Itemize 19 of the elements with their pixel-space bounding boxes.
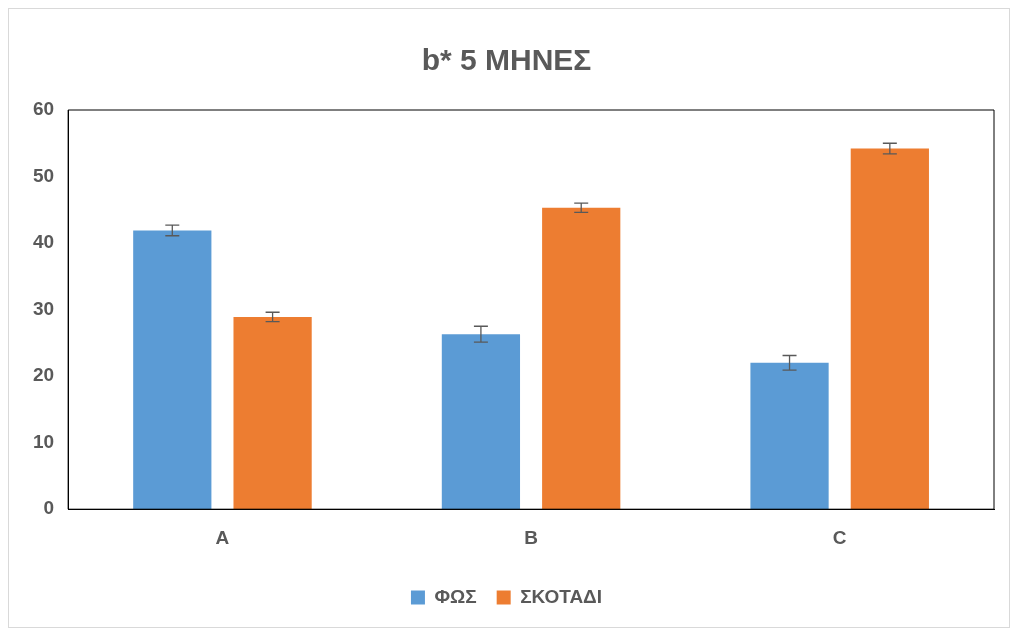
y-tick-label: 0 <box>43 497 55 519</box>
bar <box>850 148 929 510</box>
y-tick-label: 30 <box>32 297 55 319</box>
y-tick-label: 20 <box>32 364 55 386</box>
bar <box>133 230 212 510</box>
bar <box>542 207 621 510</box>
bar <box>750 362 829 510</box>
bar <box>233 316 312 510</box>
legend-label: ΦΩΣ <box>434 585 477 607</box>
y-tick-label: 40 <box>32 231 55 253</box>
y-tick-label: 60 <box>32 98 55 120</box>
chart-title: b* 5 ΜΗΝΕΣ <box>421 43 592 77</box>
legend-label: ΣΚΟΤΑΔΙ <box>520 585 603 607</box>
x-tick-label: A <box>215 526 230 548</box>
y-tick-label: 10 <box>32 430 55 452</box>
y-tick-label: 50 <box>32 164 55 186</box>
x-tick-label: B <box>524 526 538 548</box>
bar <box>441 334 521 510</box>
x-tick-label: C <box>832 526 847 548</box>
